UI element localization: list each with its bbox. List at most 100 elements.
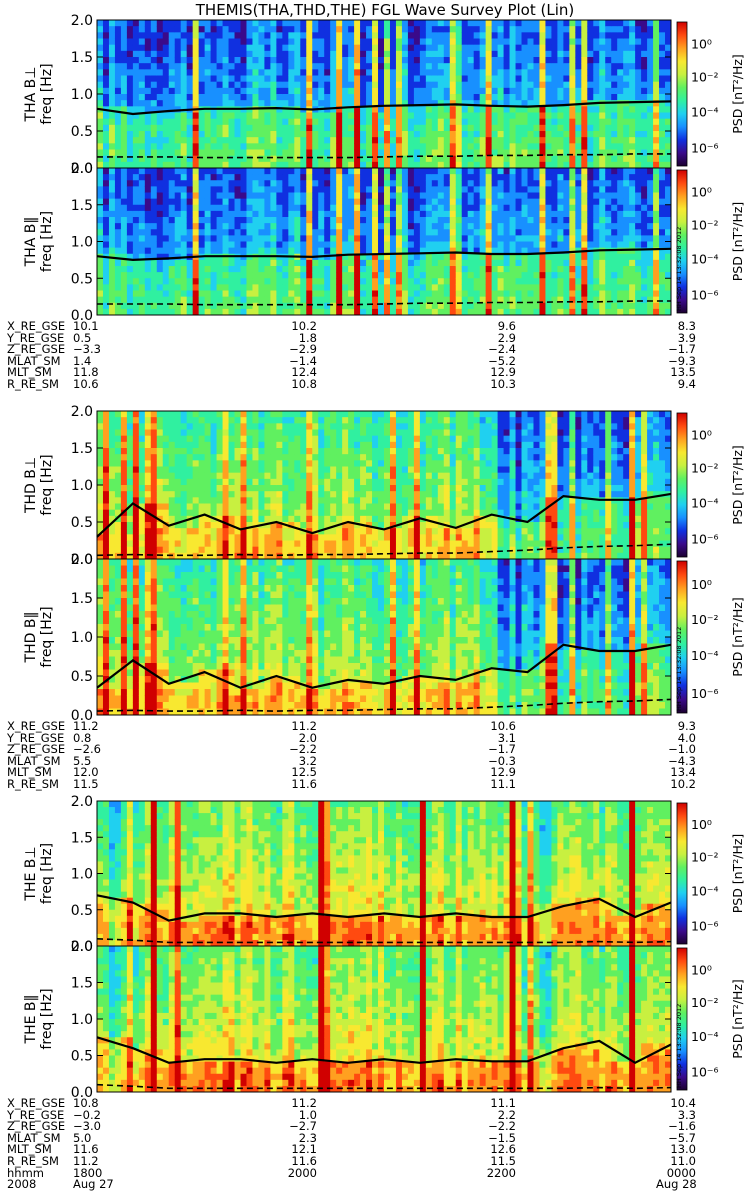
dashed-frequency-line [97,153,671,159]
ephemeris-value: 0.8 [73,730,92,745]
y-axis-label: freq [Hz] [39,211,55,272]
ephemeris-label: MLAT_SM [7,353,61,368]
ephemeris-value: 12.4 [291,365,317,380]
y-tick-label: 2.0 [71,404,93,420]
y-tick-label: 0.5 [71,669,93,685]
ephemeris-value: −0.3 [488,753,516,768]
panel-label: THD B‖ [23,612,39,664]
ephemeris-value: 2.3 [298,1130,317,1145]
y-tick-label: 0.5 [71,515,93,531]
ephemeris-value: 12.5 [291,765,317,780]
y-tick-label: 0.0 [71,1085,93,1101]
ephemeris-label: X_RE_GSE [7,719,66,733]
solid-frequency-line [96,643,672,689]
ephemeris-value: 8.3 [677,319,696,333]
y-tick-label: 0.5 [71,124,93,140]
ephemeris-value: −2.6 [73,742,101,757]
ephemeris-value: 1.4 [73,353,92,368]
ephemeris-value: −0.2 [73,1107,101,1122]
ephemeris-label: 2008 [7,1177,37,1192]
y-tick-label: 0.0 [71,939,93,955]
ephemeris-value: 4.0 [677,730,696,745]
ephemeris-label: Y_RE_GSE [7,330,65,345]
ephemeris-value: 5.0 [73,1130,92,1145]
ephemeris-value: 10.8 [73,1096,99,1110]
ephemeris-value: 13.4 [670,765,696,780]
spectrogram-thd-perp [97,411,672,560]
solid-frequency-line [96,1036,672,1065]
y-axis-label: freq [Hz] [39,606,55,667]
colorbar-label: PSD [nT²/Hz] [730,979,745,1059]
spectrogram-tha-perp [97,20,672,169]
ephemeris-value: 12.6 [490,1142,516,1157]
colorbar-label: PSD [nT²/Hz] [730,445,745,525]
ephemeris-value: 13.0 [670,1142,696,1157]
ephemeris-value: 10.6 [490,719,516,733]
ephemeris-label: R_RE_SM [7,377,59,391]
ephemeris-value: 11.5 [490,1154,516,1168]
y-tick-label: 0.5 [71,271,93,287]
ephemeris-value: 2.2 [497,1107,516,1122]
ephemeris-value: −5.2 [488,353,516,368]
ephemeris-value: 3.9 [677,330,696,345]
ephemeris-value: 10.6 [73,377,99,391]
colorbar-tick-label: 10⁻⁶ [691,919,719,934]
ephemeris-value: 12.0 [73,765,99,780]
panel-label: THE B⊥ [23,846,39,901]
ephemeris-label: MLAT_SM [7,753,61,768]
ephemeris-value: 3.2 [298,753,317,768]
y-axis-label: freq [Hz] [39,63,55,124]
colorbar-tick-label: 10⁻⁶ [691,1065,719,1080]
y-tick-label: 0.5 [71,903,93,919]
y-tick-label: 1.0 [71,235,93,251]
colorbar-label: PSD [nT²/Hz] [730,597,745,677]
y-tick-label: 1.5 [71,830,93,846]
ephemeris-label: MLAT_SM [7,1130,61,1145]
ephemeris-value: −1.4 [289,353,317,368]
plot-title: THEMIS(THA,THD,THE) FGL Wave Survey Plot… [195,1,575,19]
ephemeris-value: 11.8 [73,365,99,380]
ephemeris-value: 9.4 [677,377,696,391]
ephemeris-value: −3.0 [73,1119,101,1134]
ephemeris-value: −1.7 [668,342,696,357]
y-tick-label: 1.0 [71,87,93,103]
ephemeris-value: 10.8 [291,377,317,391]
ephemeris-value: −1.5 [488,1130,516,1145]
colorbar [676,947,688,1091]
ephemeris-value: 0000 [666,1165,696,1180]
ephemeris-value: 2.0 [298,730,317,745]
y-tick-label: 0.0 [71,708,93,724]
y-tick-label: 1.0 [71,478,93,494]
dashed-frequency-line [96,698,672,712]
colorbar-label: PSD [nT²/Hz] [730,834,745,914]
ephemeris-value: 3.1 [497,730,516,745]
colorbar-tick-label: 10⁻⁴ [691,648,719,663]
ephemeris-value: 11.2 [291,719,317,733]
ephemeris-value: 12.1 [291,1142,317,1157]
colorbar [676,802,688,945]
colorbar-tick-label: 10⁻² [691,850,719,865]
ephemeris-value: 11.1 [490,777,516,791]
colorbar-tick-label: 10⁰ [691,428,712,443]
spectrogram-thd-par [97,559,672,716]
y-axis-label: freq [Hz] [39,988,55,1049]
dashed-frequency-line [96,543,672,557]
ephemeris-value: 10.1 [73,319,99,333]
ephemeris-label: hhmm [7,1165,44,1180]
colorbar [676,412,688,558]
ephemeris-value: −2.2 [488,1119,516,1134]
colorbar-label: PSD [nT²/Hz] [730,202,745,282]
ephemeris-label: Y_RE_GSE [7,730,65,745]
ephemeris-value: 11.6 [73,1142,99,1157]
ephemeris-label: R_RE_SM [7,1154,59,1168]
ephemeris-value: 12.9 [490,765,516,780]
spectrogram-the-perp [97,801,672,947]
y-tick-label: 1.0 [71,867,93,883]
ephemeris-value: 11.2 [73,1154,99,1168]
y-tick-label: 1.5 [71,591,93,607]
colorbar-tick-label: 10⁰ [691,37,712,52]
ephemeris-value: 2000 [287,1165,317,1180]
colorbar-tick-label: 10⁻² [691,70,719,85]
y-tick-label: 0.0 [71,552,93,568]
